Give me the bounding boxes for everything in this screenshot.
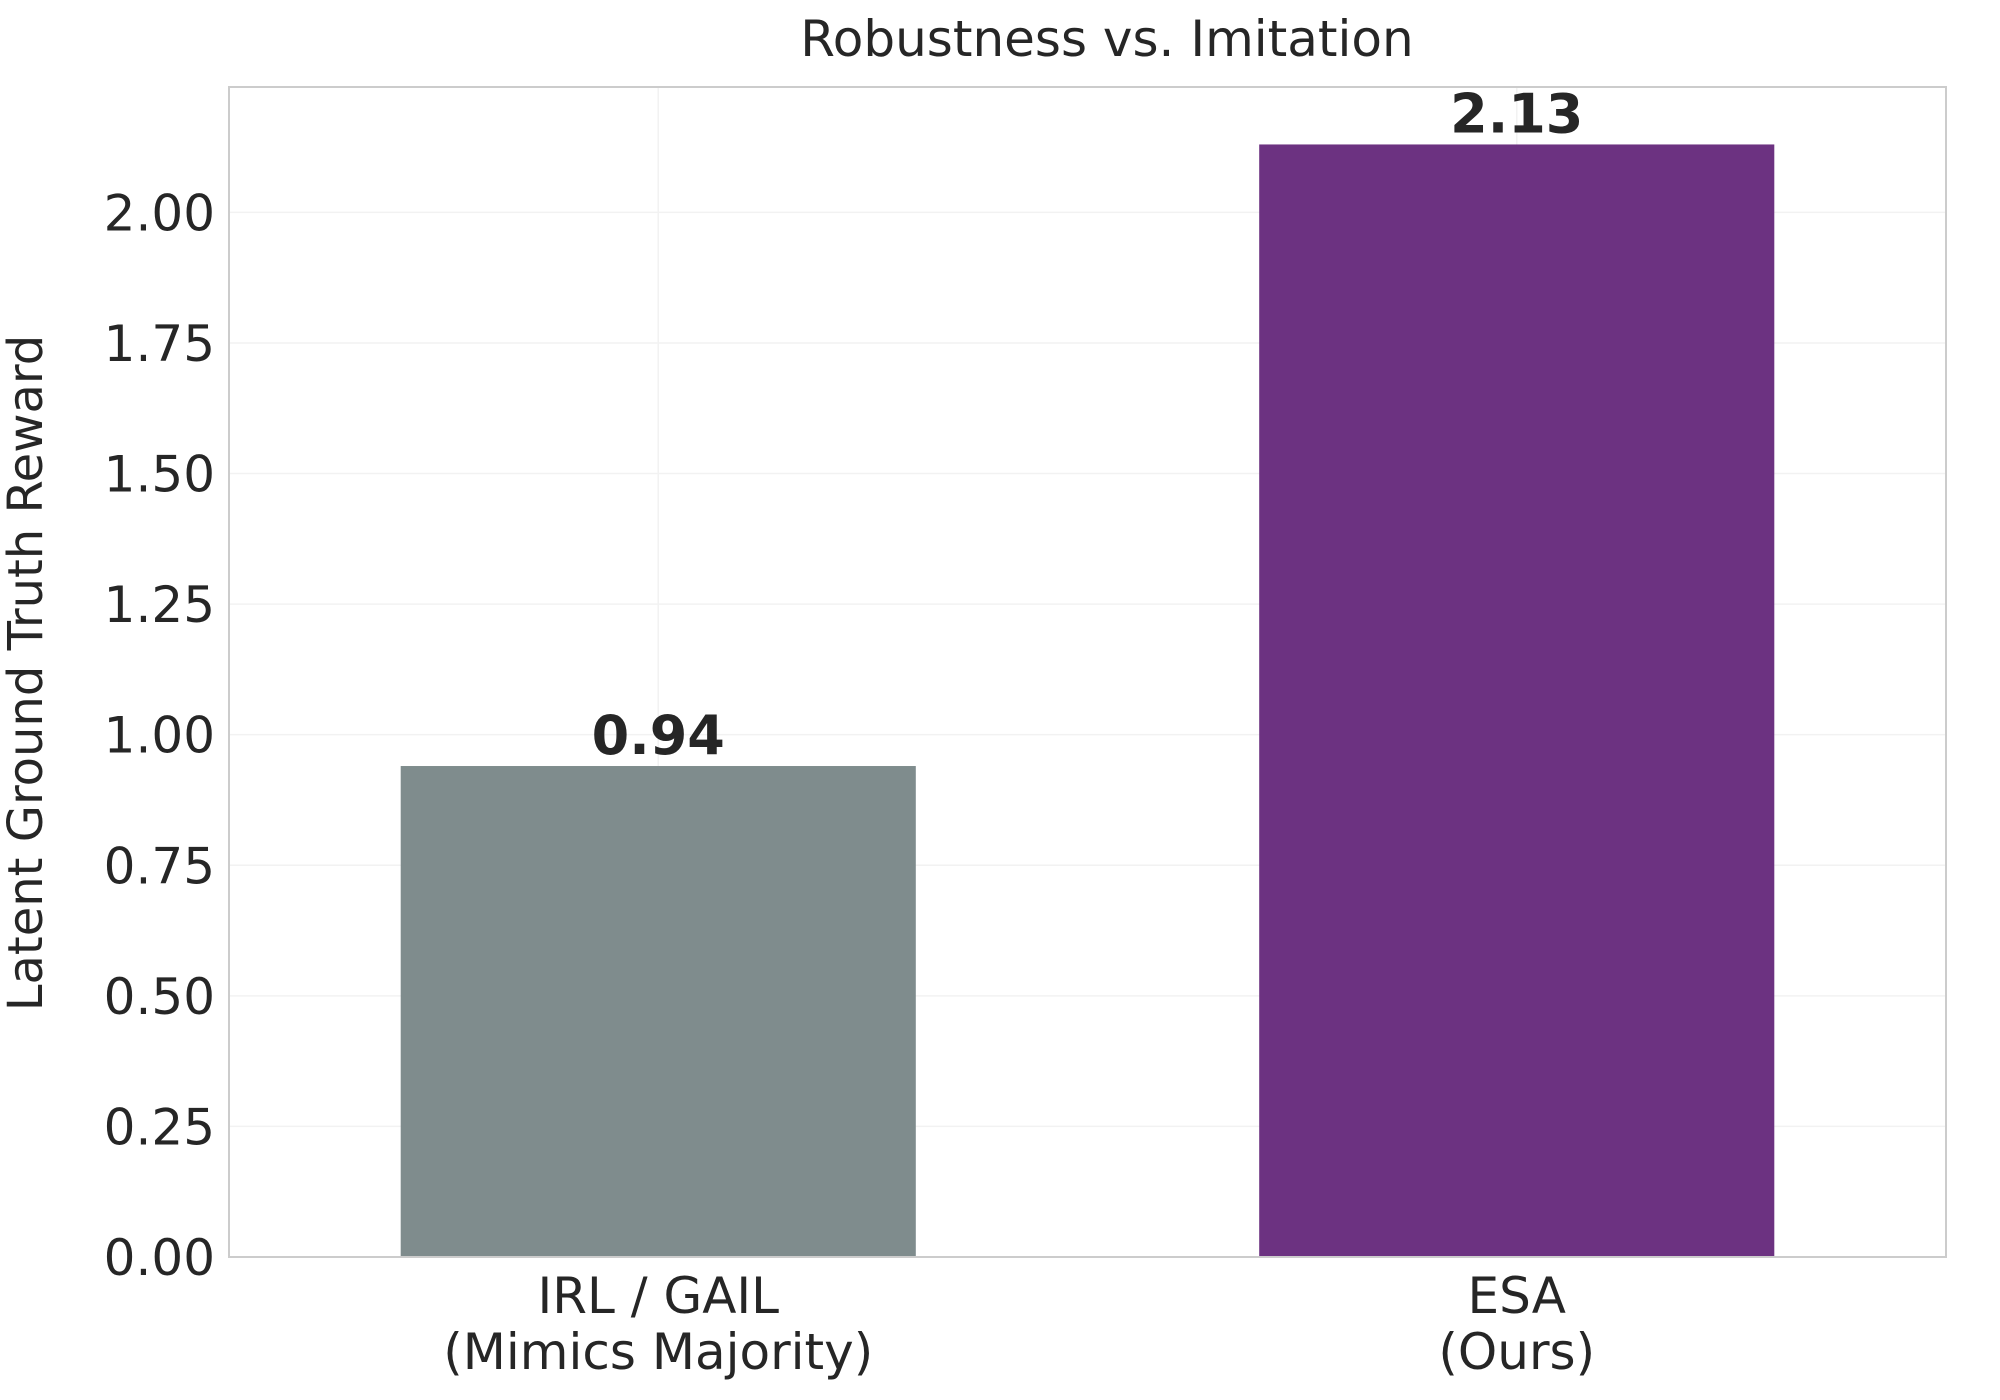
y-axis-label: Latent Ground Truth Reward — [0, 335, 54, 1012]
data-label-1: 2.13 — [1450, 82, 1583, 145]
y-tick-label-7: 1.75 — [104, 315, 215, 373]
data-labels: 0.94 2.13 — [592, 82, 1584, 767]
x-tick-label-0-line-0: IRL / GAIL — [537, 1267, 779, 1325]
bars — [400, 144, 1775, 1258]
bar-0 — [400, 766, 916, 1257]
y-tick-label-6: 1.50 — [104, 446, 215, 504]
plot-frame — [228, 86, 1947, 1258]
data-label-0: 0.94 — [592, 704, 725, 767]
y-axis-ticks: 0.00 0.25 0.50 0.75 1.00 1.25 1.50 1.75 2.00 — [104, 184, 215, 1287]
x-tick-label-1-line-1: (Ours) — [1438, 1323, 1595, 1381]
y-tick-label-0: 0.00 — [104, 1229, 215, 1287]
y-tick-label-5: 1.25 — [104, 576, 215, 634]
x-tick-label-1-line-0: ESA — [1468, 1267, 1566, 1325]
x-tick-label-0-line-1: (Mimics Majority) — [443, 1323, 873, 1381]
y-tick-label-4: 1.00 — [104, 707, 215, 765]
y-tick-label-1: 0.25 — [104, 1098, 215, 1156]
y-tick-label-3: 0.75 — [104, 837, 215, 895]
bar-1 — [1259, 144, 1775, 1258]
x-axis-ticks: IRL / GAIL(Mimics Majority) ESA(Ours) — [443, 1267, 1595, 1381]
chart-title: Robustness vs. Imitation — [800, 10, 1413, 68]
y-tick-label-2: 0.50 — [104, 968, 215, 1026]
y-tick-label-8: 2.00 — [104, 184, 215, 242]
